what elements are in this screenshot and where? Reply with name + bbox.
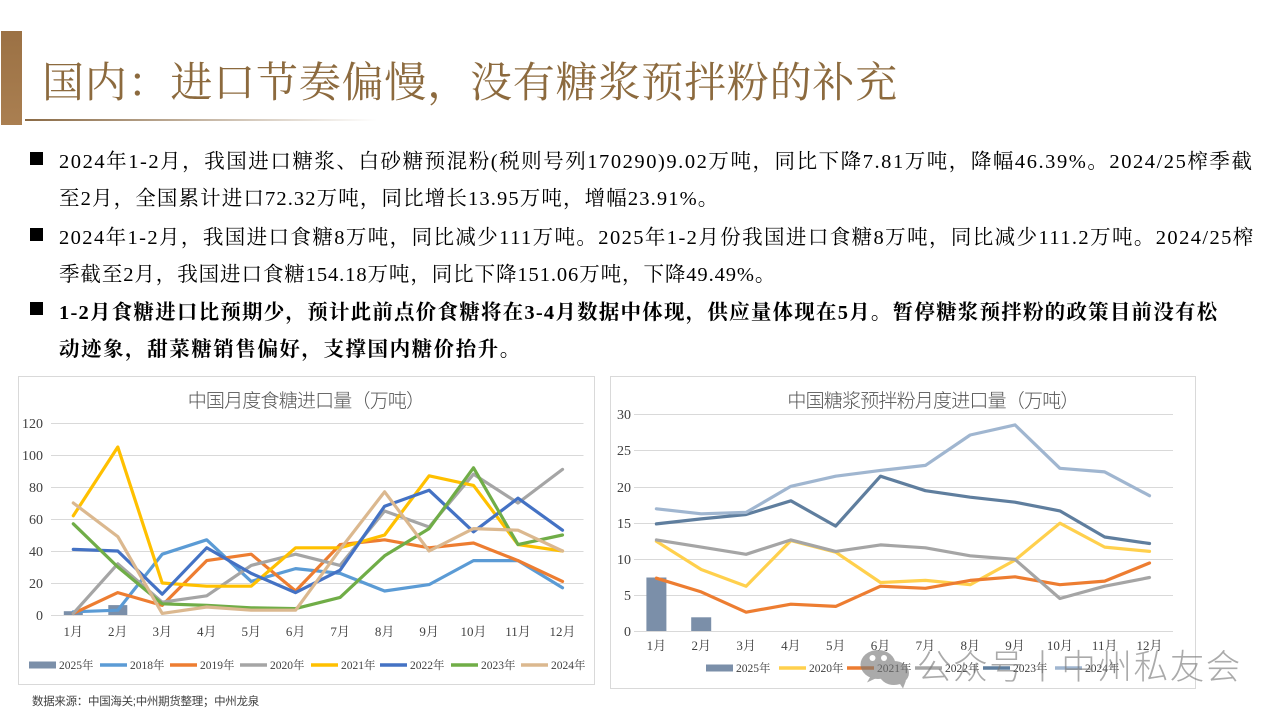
svg-text:0: 0 <box>36 609 43 624</box>
svg-text:3月: 3月 <box>736 638 756 653</box>
svg-text:10: 10 <box>617 553 631 568</box>
svg-text:1月: 1月 <box>64 624 84 639</box>
svg-text:2月: 2月 <box>108 624 128 639</box>
svg-text:10月: 10月 <box>460 624 486 639</box>
svg-text:4月: 4月 <box>781 638 801 653</box>
svg-text:20: 20 <box>29 577 43 592</box>
svg-text:20: 20 <box>617 481 631 496</box>
svg-text:40: 40 <box>29 545 43 560</box>
svg-text:8月: 8月 <box>960 638 980 653</box>
svg-text:3月: 3月 <box>152 624 172 639</box>
svg-text:11月: 11月 <box>505 624 531 639</box>
svg-text:12月: 12月 <box>549 624 575 639</box>
svg-text:9月: 9月 <box>1005 638 1025 653</box>
svg-text:2021年: 2021年 <box>341 658 376 672</box>
svg-text:100: 100 <box>22 449 43 464</box>
svg-text:2022年: 2022年 <box>410 658 445 672</box>
svg-text:30: 30 <box>617 408 631 423</box>
svg-text:10月: 10月 <box>1047 638 1073 653</box>
svg-text:80: 80 <box>29 481 43 496</box>
svg-text:6月: 6月 <box>286 624 306 639</box>
svg-text:0: 0 <box>624 625 631 640</box>
svg-text:2023年: 2023年 <box>481 658 516 672</box>
svg-text:2025年: 2025年 <box>736 661 771 675</box>
svg-text:7月: 7月 <box>330 624 350 639</box>
svg-text:12月: 12月 <box>1136 638 1162 653</box>
svg-text:1月: 1月 <box>647 638 667 653</box>
svg-text:60: 60 <box>29 513 43 528</box>
svg-text:2018年: 2018年 <box>130 658 165 672</box>
svg-text:4月: 4月 <box>197 624 217 639</box>
svg-text:2022年: 2022年 <box>945 661 980 675</box>
svg-text:2023年: 2023年 <box>1013 661 1048 675</box>
svg-text:15: 15 <box>617 517 631 532</box>
svg-text:2019年: 2019年 <box>200 658 235 672</box>
svg-text:2月: 2月 <box>691 638 711 653</box>
svg-text:2024年: 2024年 <box>551 658 586 672</box>
svg-text:中国糖浆预拌粉月度进口量（万吨）: 中国糖浆预拌粉月度进口量（万吨） <box>787 390 1078 412</box>
svg-text:5月: 5月 <box>241 624 261 639</box>
svg-text:9月: 9月 <box>419 624 439 639</box>
svg-text:5: 5 <box>624 589 631 604</box>
svg-text:7月: 7月 <box>916 638 936 653</box>
svg-text:11月: 11月 <box>1092 638 1118 653</box>
svg-text:2024年: 2024年 <box>1085 661 1120 675</box>
svg-text:8月: 8月 <box>375 624 395 639</box>
svg-text:25: 25 <box>617 444 631 459</box>
svg-text:120: 120 <box>22 417 43 432</box>
svg-text:5月: 5月 <box>826 638 846 653</box>
svg-text:2020年: 2020年 <box>809 661 844 675</box>
svg-text:中国月度食糖进口量（万吨）: 中国月度食糖进口量（万吨） <box>188 390 425 412</box>
svg-text:6月: 6月 <box>871 638 891 653</box>
svg-text:2020年: 2020年 <box>270 658 305 672</box>
svg-text:2025年: 2025年 <box>59 658 94 672</box>
